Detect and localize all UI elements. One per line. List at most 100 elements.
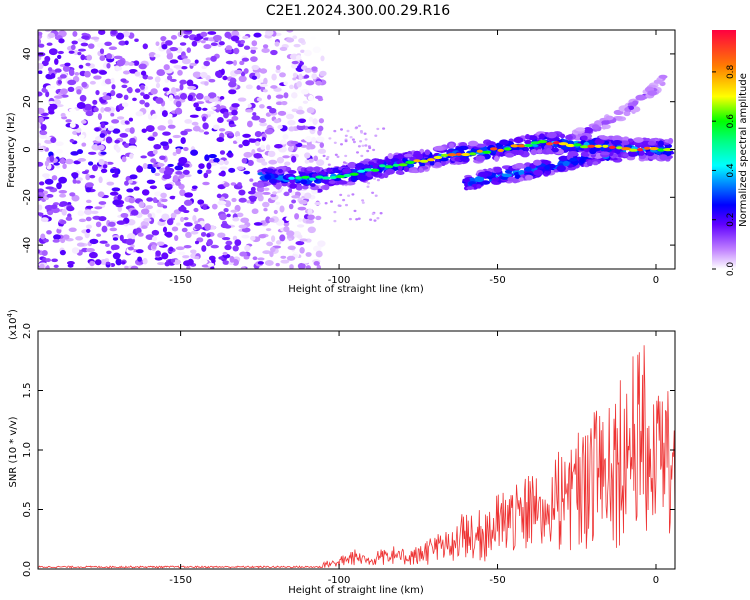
- spectrogram-cell: [105, 243, 110, 248]
- spectrogram-cell: [170, 212, 177, 219]
- spectrogram-cell: [494, 155, 500, 162]
- spectrogram-cell: [47, 100, 56, 105]
- spectrogram-cell: [200, 231, 207, 237]
- spectrogram-cell: [175, 171, 183, 175]
- spectrogram-cell: [583, 147, 590, 153]
- spectrogram-cell: [38, 212, 44, 217]
- spectrogram-cell: [482, 150, 492, 154]
- spectrogram-cell: [298, 118, 307, 124]
- spectrogram-cell: [238, 144, 243, 148]
- spectrogram-cell: [184, 222, 193, 227]
- spectrogram-cell: [182, 209, 190, 214]
- spectrogram-cell: [304, 152, 311, 159]
- spectrogram-cell: [307, 214, 315, 221]
- spectrogram-cell: [204, 154, 210, 162]
- spectrogram-cell: [85, 62, 91, 67]
- spectrogram-x-tick-label: -50: [489, 275, 505, 286]
- spectrogram-cell: [322, 176, 331, 180]
- spectrogram-cell: [491, 177, 500, 182]
- spectrogram-cell: [622, 153, 629, 158]
- spectrogram-cell: [128, 117, 134, 122]
- spectrogram-cell: [272, 191, 278, 195]
- spectrogram-cell: [66, 261, 75, 265]
- spectrogram-cell: [635, 94, 647, 101]
- spectrogram-cell: [185, 231, 192, 239]
- spectrogram-cell: [359, 130, 363, 133]
- spectrogram-cell: [286, 30, 294, 33]
- spectrogram-cell: [201, 245, 207, 252]
- spectrogram-cell: [308, 116, 314, 122]
- spectrogram-cell: [275, 101, 283, 106]
- spectrogram-cell: [536, 149, 542, 154]
- spectrogram-cell: [328, 137, 332, 140]
- spectrogram-cell: [85, 199, 92, 204]
- spectrogram-cell: [85, 224, 92, 229]
- spectrogram-cell: [581, 135, 588, 141]
- spectrogram-cell: [38, 161, 44, 167]
- spectrogram-cell: [351, 138, 355, 141]
- spectrogram-cell: [149, 185, 158, 190]
- spectrogram-cell: [270, 246, 276, 253]
- spectrogram-cell: [38, 38, 42, 45]
- spectrogram-cell: [234, 69, 243, 75]
- spectrogram-cell: [274, 143, 283, 149]
- spectrogram-cell: [106, 181, 115, 186]
- spectrogram-cell: [68, 69, 75, 76]
- spectrogram-cell: [559, 133, 566, 139]
- spectrogram-cell: [515, 162, 525, 169]
- spectrogram-y-ticks: -40 -20 0 20 40: [22, 48, 675, 253]
- spectrogram-cell: [184, 192, 194, 198]
- spectrogram-cell: [309, 183, 316, 187]
- spectrogram-cell: [372, 163, 379, 169]
- spectrogram-cell: [236, 212, 244, 218]
- spectrogram-cell: [192, 214, 197, 222]
- spectrogram-cell: [38, 181, 45, 186]
- spectrogram-cell: [108, 46, 118, 50]
- spectrogram-cell: [336, 180, 348, 185]
- spectrogram-cell: [339, 193, 343, 197]
- colorbar-tick-label: 0.0: [726, 262, 736, 277]
- spectrogram-cell: [106, 62, 111, 69]
- spectrogram-cell: [85, 216, 92, 222]
- spectrogram-cell: [361, 201, 365, 204]
- spectrogram-cell: [255, 181, 265, 188]
- spectrogram-cell: [94, 127, 100, 132]
- spectrogram-cell: [323, 184, 330, 191]
- spectrogram-cell: [163, 64, 170, 71]
- spectrogram-cell: [138, 63, 147, 70]
- spectrogram-cell: [344, 154, 348, 158]
- spectrogram-cell: [259, 68, 268, 74]
- spectrogram-cell: [267, 150, 276, 158]
- spectrogram-cell: [50, 136, 57, 144]
- spectrogram-cell: [88, 251, 98, 259]
- spectrogram-cell: [231, 197, 237, 203]
- spectrogram-cell: [241, 157, 248, 164]
- spectrogram-cell: [251, 75, 258, 80]
- spectrogram-cell: [297, 185, 303, 189]
- spectrogram-cell: [310, 36, 317, 40]
- spectrogram-cell: [55, 104, 64, 108]
- spectrogram-cell: [111, 84, 116, 90]
- spectrogram-cell: [71, 172, 79, 178]
- spectrogram-cell: [363, 132, 367, 135]
- spectrogram-cell: [156, 241, 165, 246]
- spectrogram-cell: [88, 151, 97, 155]
- spectrogram-cell: [187, 94, 194, 102]
- spectrogram-cell: [219, 96, 225, 100]
- spectrogram-cell: [211, 258, 216, 264]
- spectrogram-cell: [369, 218, 373, 221]
- snr-y-tick-label: 0.0: [22, 561, 33, 577]
- spectrogram-cell: [38, 142, 41, 147]
- spectrogram-cell: [455, 152, 462, 156]
- spectrogram-cell: [587, 144, 596, 148]
- spectrogram-cell: [202, 107, 208, 111]
- spectrogram-cell: [181, 58, 191, 65]
- spectrogram-cell: [594, 144, 603, 148]
- spectrogram-cell: [154, 191, 162, 197]
- spectrogram-cell: [123, 143, 130, 148]
- spectrogram-cell: [289, 84, 294, 90]
- spectrogram-cell: [254, 131, 262, 138]
- spectrogram-cell: [263, 208, 268, 212]
- spectrogram-cell: [202, 116, 207, 122]
- spectrogram-cell: [207, 262, 215, 267]
